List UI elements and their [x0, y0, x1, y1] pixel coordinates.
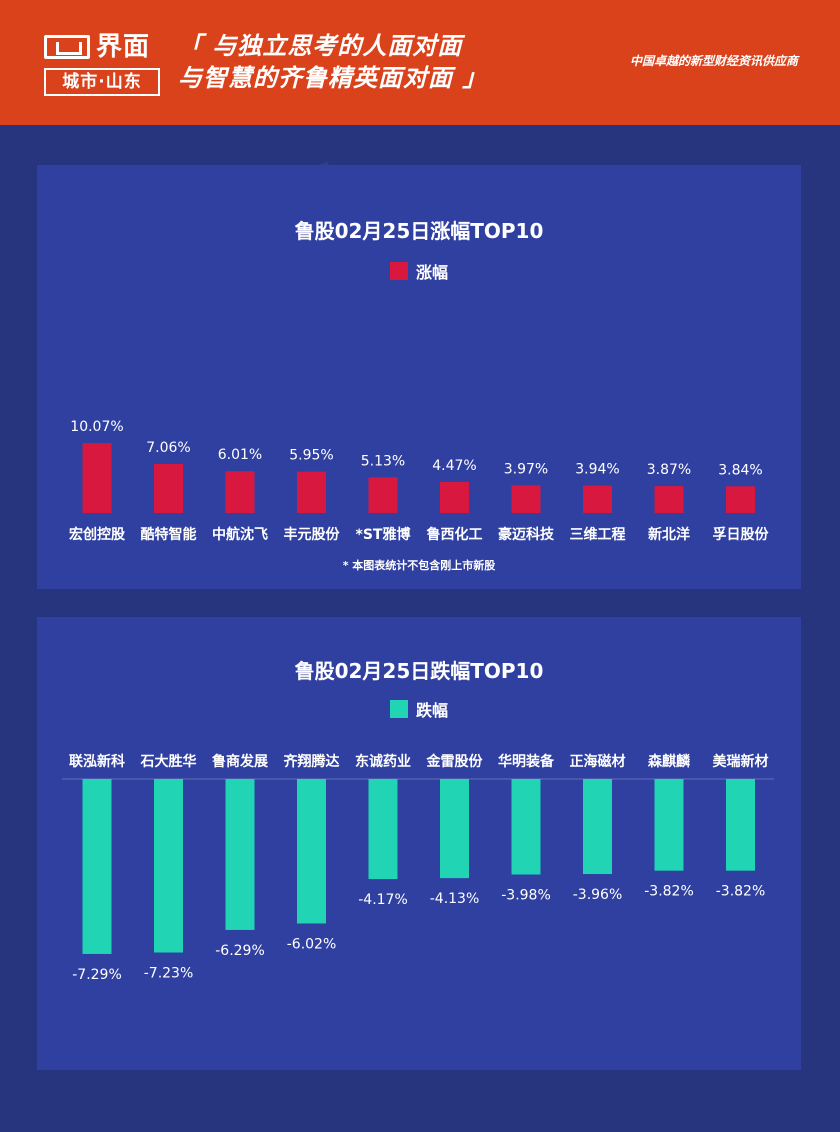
category-label: 华明装备 [498, 753, 555, 770]
data-label: 10.07% [70, 419, 123, 435]
category-label: 鲁西化工 [426, 526, 483, 543]
data-label: -3.82% [644, 884, 694, 900]
gainers-chart-panel: 鲁股02月25日涨幅TOP10 涨幅 10.07% 宏创控股 7.06% 酷特智能 6.… [37, 165, 801, 589]
slogan-line-2: 与智慧的齐鲁精英面对面 」 [178, 64, 488, 92]
data-label: 3.94% [575, 462, 619, 478]
bar [297, 471, 326, 513]
logo-mark-icon [44, 35, 90, 59]
bar [511, 779, 541, 875]
data-label: 7.06% [146, 440, 190, 456]
bar [726, 486, 755, 513]
bar [368, 779, 398, 880]
slogan: 「 与独立思考的人面对面 与智慧的齐鲁精英面对面 」 [178, 30, 487, 94]
category-label: 三维工程 [570, 526, 626, 543]
legend-label: 跌幅 [415, 701, 448, 720]
gainers-bar-chart: 10.07% 宏创控股 7.06% 酷特智能 6.01% 中航沈飞 5.95% 丰元股份 5.1… [69, 419, 770, 543]
data-label: 5.13% [361, 453, 405, 469]
category-label: 联泓新科 [69, 753, 125, 770]
bar [154, 463, 183, 513]
category-label: 美瑞新材 [713, 753, 769, 770]
data-label: 5.95% [289, 448, 333, 464]
data-label: 3.87% [647, 462, 691, 478]
category-label: 金雷股份 [426, 753, 484, 770]
logo-subtitle: 城市·山东 [44, 68, 160, 96]
data-label: -6.02% [287, 936, 337, 952]
header-banner: 界面 城市·山东 「 与独立思考的人面对面 与智慧的齐鲁精英面对面 」 中国卓越… [0, 0, 840, 125]
category-label: 新北洋 [648, 526, 690, 543]
legend-swatch [389, 262, 408, 280]
category-label: 鲁商发展 [211, 753, 268, 770]
category-label: 石大胜华 [140, 753, 197, 770]
data-label: 6.01% [218, 447, 262, 463]
chart-legend: 涨幅 [37, 259, 801, 283]
category-label: 丰元股份 [284, 526, 341, 543]
bar [297, 779, 326, 924]
bar [583, 779, 612, 875]
bar [368, 477, 398, 513]
category-label: *ST雅博 [356, 526, 411, 543]
data-label: -3.82% [716, 884, 766, 900]
chart-legend: 跌幅 [37, 697, 801, 721]
bar [583, 485, 612, 513]
bar [511, 485, 541, 513]
data-label: 3.84% [718, 462, 762, 478]
bar [654, 779, 684, 871]
bar [440, 779, 469, 879]
legend-label: 涨幅 [415, 263, 448, 282]
bar [82, 779, 112, 954]
category-label: 齐翔腾达 [284, 753, 340, 770]
data-label: -7.29% [72, 967, 122, 983]
chart-title: 鲁股02月25日跌幅TOP10 [294, 659, 544, 683]
legend-swatch [389, 700, 408, 718]
category-label: 森麒麟 [648, 753, 691, 770]
data-label: -3.96% [573, 887, 623, 903]
chart-title: 鲁股02月25日涨幅TOP10 [294, 219, 544, 243]
losers-bar-chart: -7.29% 联泓新科 -7.23% 石大胜华 -6.29% 鲁商发展 -6.02% 齐翔腾达… [62, 753, 774, 983]
data-label: -3.98% [501, 888, 551, 904]
bar [440, 481, 469, 513]
tagline: 中国卓越的新型财经资讯供应商 [629, 54, 798, 68]
data-label: -4.17% [358, 892, 408, 908]
category-label: 豪迈科技 [498, 526, 555, 543]
category-label: 东诚药业 [355, 753, 411, 770]
category-label: 孚日股份 [713, 526, 770, 543]
category-label: 宏创控股 [69, 526, 126, 543]
bar [225, 779, 255, 930]
data-label: 3.97% [504, 461, 548, 477]
losers-chart-panel: 鲁股02月25日跌幅TOP10 跌幅 -7.29% 联泓新科 -7.23% 石大胜华 -… [37, 617, 801, 1070]
logo-word: 界面 [96, 32, 151, 62]
data-label: -7.23% [144, 966, 194, 982]
slogan-line-1: 「 与独立思考的人面对面 [178, 32, 463, 60]
category-label: 酷特智能 [141, 526, 197, 543]
bar [82, 443, 112, 513]
data-label: 4.47% [432, 458, 476, 474]
bar [726, 779, 755, 871]
data-label: -4.13% [430, 891, 480, 907]
bar [154, 779, 183, 953]
chart-footnote: * 本图表统计不包含刚上市新股 [342, 559, 496, 572]
jiemian-logo: 界面 城市·山东 [44, 30, 160, 98]
bar [654, 486, 684, 513]
category-label: 中航沈飞 [212, 526, 268, 543]
bar [225, 471, 255, 513]
category-label: 正海磁材 [570, 753, 626, 770]
data-label: -6.29% [215, 943, 265, 959]
